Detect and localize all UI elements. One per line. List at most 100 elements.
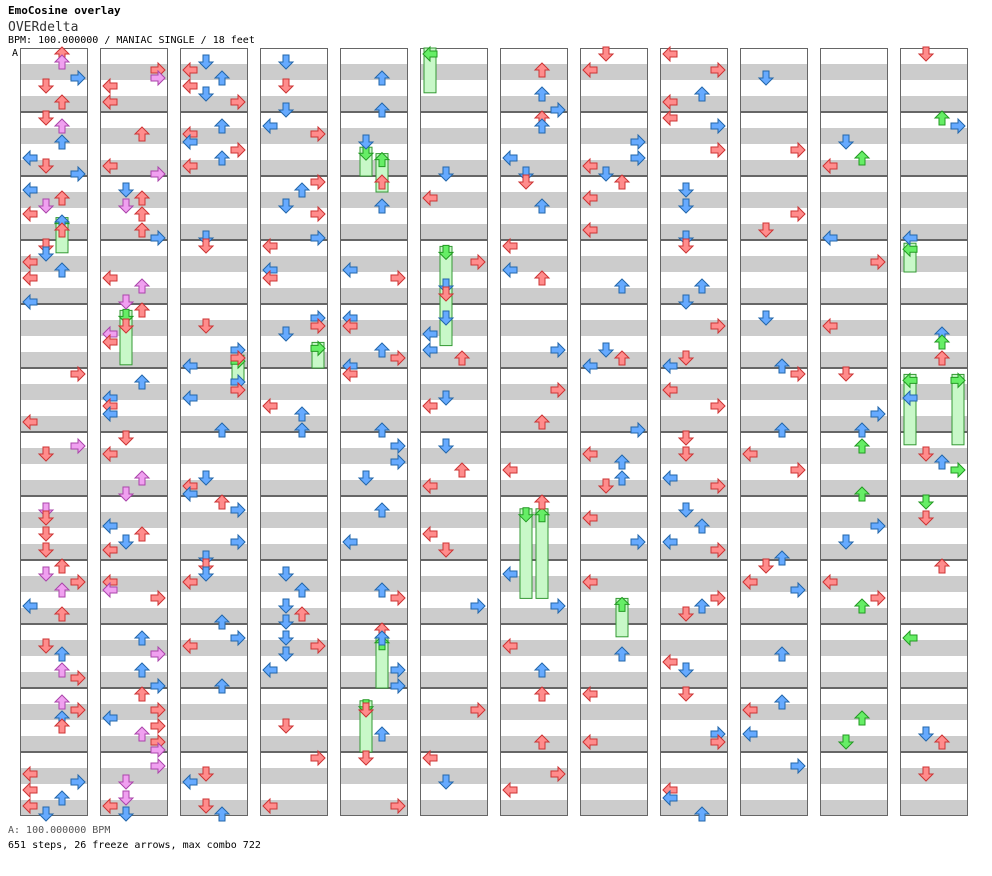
measure-frame: [260, 368, 328, 432]
beat-band: [340, 192, 408, 208]
step-arrow: [262, 661, 278, 679]
step-arrow: [677, 350, 695, 366]
step-arrow: [853, 486, 871, 502]
step-arrow: [53, 134, 71, 150]
measure-frame: [500, 752, 568, 816]
beat-band: [580, 544, 648, 560]
step-arrow: [422, 477, 438, 495]
step-arrow: [182, 485, 198, 503]
measure-frame: [500, 560, 568, 624]
beat-band: [500, 448, 568, 464]
step-arrow: [422, 397, 438, 415]
step-arrow: [533, 734, 551, 750]
freeze-arrow: [533, 507, 551, 523]
beat-band: [820, 768, 888, 784]
beat-band: [20, 448, 88, 464]
measure-frame: [420, 752, 488, 816]
beat-band: [580, 256, 648, 272]
measure-frame: [420, 48, 488, 112]
step-arrow: [773, 646, 791, 662]
step-arrow: [213, 422, 231, 438]
beat-band: [900, 576, 968, 592]
step-arrow: [133, 726, 151, 742]
beat-band: [900, 192, 968, 208]
beat-band: [500, 480, 568, 496]
beat-band: [340, 480, 408, 496]
step-arrow: [102, 333, 118, 351]
beat-band: [660, 128, 728, 144]
measure-frame: [420, 496, 488, 560]
step-arrow: [790, 757, 806, 775]
measure-frame: [500, 688, 568, 752]
step-arrow: [133, 190, 151, 206]
step-arrow: [310, 125, 326, 143]
step-arrow: [230, 93, 246, 111]
measure-frame: [100, 688, 168, 752]
step-arrow: [150, 757, 166, 775]
beat-band: [500, 672, 568, 688]
step-arrow: [950, 461, 966, 479]
beat-band: [660, 640, 728, 656]
step-arrow: [870, 405, 886, 423]
step-arrow: [37, 510, 55, 526]
step-arrow: [662, 93, 678, 111]
beat-band: [500, 352, 568, 368]
beat-band: [580, 608, 648, 624]
beat-band: [20, 384, 88, 400]
measure-frame: [340, 560, 408, 624]
beat-band: [260, 608, 328, 624]
beat-band: [820, 384, 888, 400]
step-arrow: [917, 46, 935, 62]
step-arrow: [182, 77, 198, 95]
beat-band: [260, 384, 328, 400]
step-arrow: [213, 614, 231, 630]
step-arrow: [710, 589, 726, 607]
step-arrow: [502, 261, 518, 279]
beat-band: [820, 544, 888, 560]
step-arrow: [677, 686, 695, 702]
step-arrow: [662, 533, 678, 551]
beat-band: [820, 800, 888, 816]
step-arrow: [533, 686, 551, 702]
step-arrow: [150, 229, 166, 247]
step-arrow: [117, 774, 135, 790]
step-arrow: [710, 733, 726, 751]
measure-frame: [340, 368, 408, 432]
beat-band: [500, 704, 568, 720]
beat-band: [660, 704, 728, 720]
step-arrow: [133, 126, 151, 142]
measure-frame: [180, 368, 248, 432]
step-arrow: [582, 221, 598, 239]
beat-band: [20, 192, 88, 208]
step-arrow: [662, 357, 678, 375]
beat-band: [260, 480, 328, 496]
step-arrow: [102, 405, 118, 423]
step-arrow: [757, 222, 775, 238]
measure-frame: [580, 112, 648, 176]
step-arrow: [422, 341, 438, 359]
step-arrow: [117, 534, 135, 550]
beat-band: [740, 768, 808, 784]
step-arrow: [22, 597, 38, 615]
step-arrow: [230, 141, 246, 159]
step-arrow: [390, 661, 406, 679]
step-arrow: [710, 61, 726, 79]
step-arrow: [37, 638, 55, 654]
measure-frame: [580, 48, 648, 112]
step-arrow: [182, 773, 198, 791]
beat-band: [420, 512, 488, 528]
step-arrow: [710, 317, 726, 335]
step-arrow: [533, 62, 551, 78]
measure-frame: [900, 560, 968, 624]
step-arrow: [630, 421, 646, 439]
beat-band: [180, 512, 248, 528]
step-arrow: [53, 558, 71, 574]
beat-band: [500, 800, 568, 816]
beat-band: [100, 608, 168, 624]
step-arrow: [373, 726, 391, 742]
step-arrow: [230, 381, 246, 399]
beat-band: [340, 224, 408, 240]
beat-band: [900, 352, 968, 368]
beat-band: [340, 64, 408, 80]
step-arrow: [550, 597, 566, 615]
